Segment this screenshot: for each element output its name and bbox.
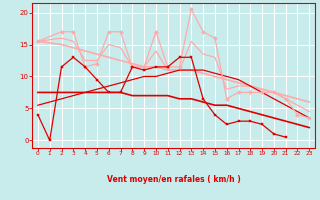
- X-axis label: Vent moyen/en rafales ( km/h ): Vent moyen/en rafales ( km/h ): [107, 175, 240, 184]
